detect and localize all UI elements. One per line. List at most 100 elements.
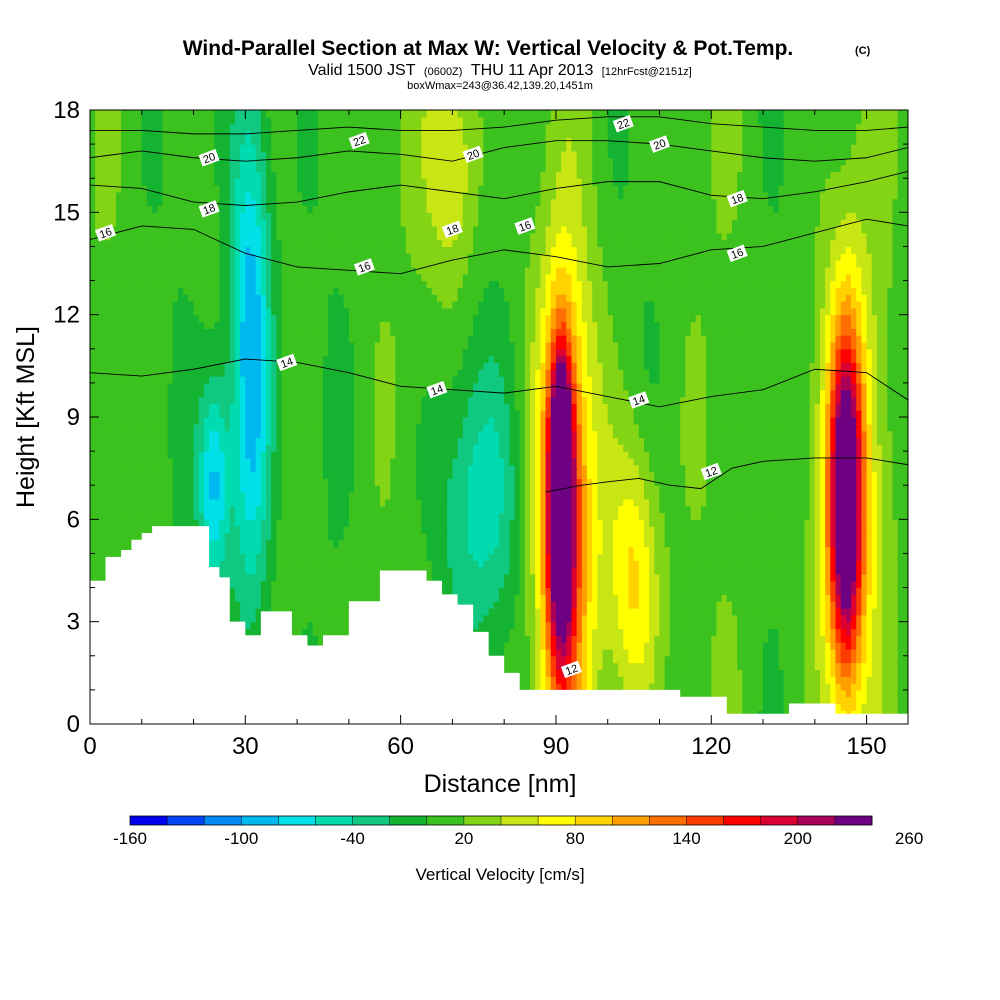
velocity-cell (100, 437, 107, 445)
velocity-cell (302, 253, 309, 261)
velocity-cell (271, 594, 277, 602)
velocity-cell (255, 376, 262, 384)
velocity-cell (229, 464, 236, 473)
velocity-cell (286, 116, 293, 125)
velocity-cell (322, 587, 329, 595)
velocity-cell (255, 430, 262, 439)
velocity-cell (312, 532, 319, 541)
velocity-cell (136, 362, 143, 370)
velocity-cell (167, 321, 174, 329)
velocity-cell (291, 485, 298, 493)
velocity-cell (157, 212, 164, 220)
velocity-cell (364, 594, 371, 602)
velocity-cell (297, 266, 303, 275)
velocity-cell (100, 171, 107, 179)
velocity-cell (198, 464, 205, 473)
velocity-cell (188, 430, 195, 439)
velocity-cell (121, 403, 127, 411)
velocity-cell (214, 239, 221, 248)
velocity-cell (286, 505, 293, 514)
velocity-cell (317, 396, 324, 404)
velocity-cell (115, 498, 122, 507)
velocity-cell (172, 478, 179, 486)
velocity-cell (359, 437, 365, 445)
velocity-cell (359, 430, 365, 439)
velocity-cell (364, 519, 371, 527)
velocity-cell (209, 355, 215, 364)
velocity-cell (214, 478, 221, 486)
velocity-cell (214, 341, 221, 350)
velocity-cell (307, 539, 314, 548)
velocity-cell (354, 335, 360, 343)
velocity-cell (131, 253, 138, 261)
velocity-cell (307, 396, 314, 404)
velocity-cell (183, 430, 189, 439)
velocity-cell (343, 601, 350, 609)
velocity-cell (333, 410, 340, 418)
velocity-cell (271, 246, 277, 254)
velocity-cell (328, 178, 334, 186)
velocity-cell (328, 437, 334, 445)
velocity-cell (271, 457, 277, 466)
velocity-cell (95, 444, 101, 452)
velocity-cell (307, 478, 314, 486)
velocity-cell (162, 512, 169, 520)
velocity-cell (240, 348, 246, 357)
velocity-cell (255, 287, 262, 295)
velocity-cell (188, 437, 195, 445)
velocity-cell (343, 205, 350, 213)
velocity-cell (359, 369, 365, 377)
velocity-cell (354, 341, 360, 350)
velocity-cell (203, 485, 210, 493)
velocity-cell (90, 423, 96, 432)
velocity-cell (126, 403, 133, 411)
velocity-cell (255, 410, 262, 418)
velocity-cell (240, 225, 246, 234)
velocity-cell (333, 553, 340, 561)
velocity-cell (343, 130, 350, 138)
velocity-cell (260, 150, 267, 159)
velocity-cell (302, 505, 309, 514)
velocity-cell (234, 150, 241, 159)
velocity-cell (291, 266, 298, 275)
velocity-cell (333, 464, 340, 473)
velocity-cell (183, 157, 189, 166)
velocity-cell (131, 341, 138, 350)
velocity-cell (255, 539, 262, 548)
velocity-cell (266, 505, 272, 514)
velocity-cell (302, 348, 309, 357)
velocity-cell (152, 382, 158, 391)
velocity-cell (131, 444, 138, 452)
velocity-cell (183, 471, 189, 479)
velocity-cell (317, 157, 324, 166)
velocity-cell (328, 389, 334, 398)
velocity-cell (152, 225, 158, 234)
velocity-cell (141, 410, 148, 418)
velocity-cell (364, 341, 371, 350)
velocity-cell (214, 116, 221, 125)
velocity-cell (178, 403, 184, 411)
velocity-cell (136, 410, 143, 418)
velocity-cell (291, 376, 298, 384)
velocity-cell (328, 403, 334, 411)
velocity-cell (115, 287, 122, 295)
velocity-cell (178, 225, 184, 234)
velocity-cell (240, 601, 246, 609)
velocity-cell (121, 464, 127, 473)
velocity-cell (291, 253, 298, 261)
velocity-cell (90, 328, 96, 336)
velocity-cell (152, 512, 158, 520)
velocity-cell (328, 621, 334, 630)
velocity-cell (338, 444, 345, 452)
velocity-cell (219, 471, 226, 479)
velocity-cell (266, 403, 272, 411)
velocity-cell (255, 485, 262, 493)
velocity-cell (322, 307, 329, 316)
velocity-cell (90, 560, 96, 568)
velocity-cell (229, 328, 236, 336)
velocity-cell (90, 232, 96, 241)
velocity-cell (250, 601, 257, 609)
velocity-cell (266, 526, 272, 534)
velocity-cell (183, 512, 189, 520)
velocity-cell (245, 157, 252, 166)
